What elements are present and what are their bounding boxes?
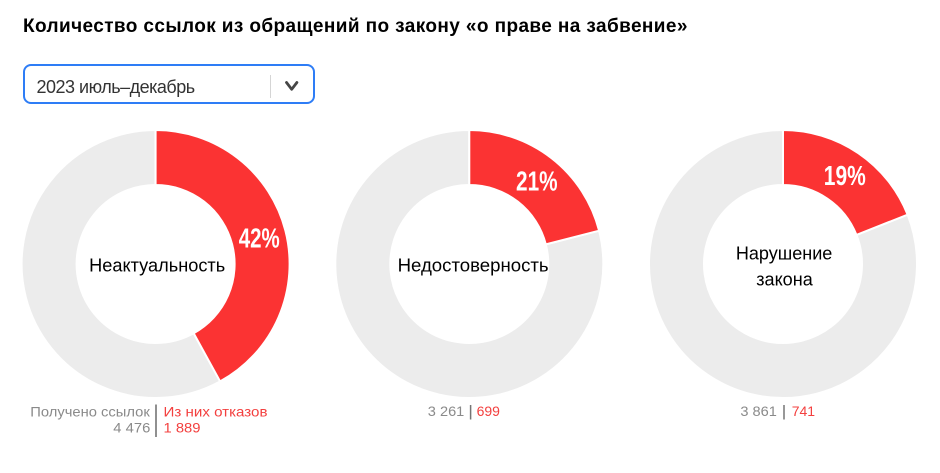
svg-text:741: 741 — [792, 403, 816, 419]
svg-text:закона: закона — [756, 270, 813, 290]
svg-text:699: 699 — [477, 403, 501, 419]
svg-text:Из них отказов: Из них отказов — [164, 404, 268, 420]
svg-text:21%: 21% — [516, 165, 558, 196]
svg-text:Неактуальность: Неактуальность — [89, 256, 225, 276]
svg-text:19%: 19% — [824, 160, 866, 191]
svg-text:3 861: 3 861 — [740, 403, 777, 419]
svg-text:Получено ссылок: Получено ссылок — [30, 404, 150, 420]
svg-text:42%: 42% — [239, 222, 280, 253]
svg-text:Нарушение: Нарушение — [736, 243, 833, 263]
svg-text:4 476: 4 476 — [113, 419, 150, 435]
svg-text:1 889: 1 889 — [164, 419, 201, 435]
svg-text:3 261: 3 261 — [428, 403, 465, 419]
svg-text:Недостоверность: Недостоверность — [398, 256, 549, 276]
